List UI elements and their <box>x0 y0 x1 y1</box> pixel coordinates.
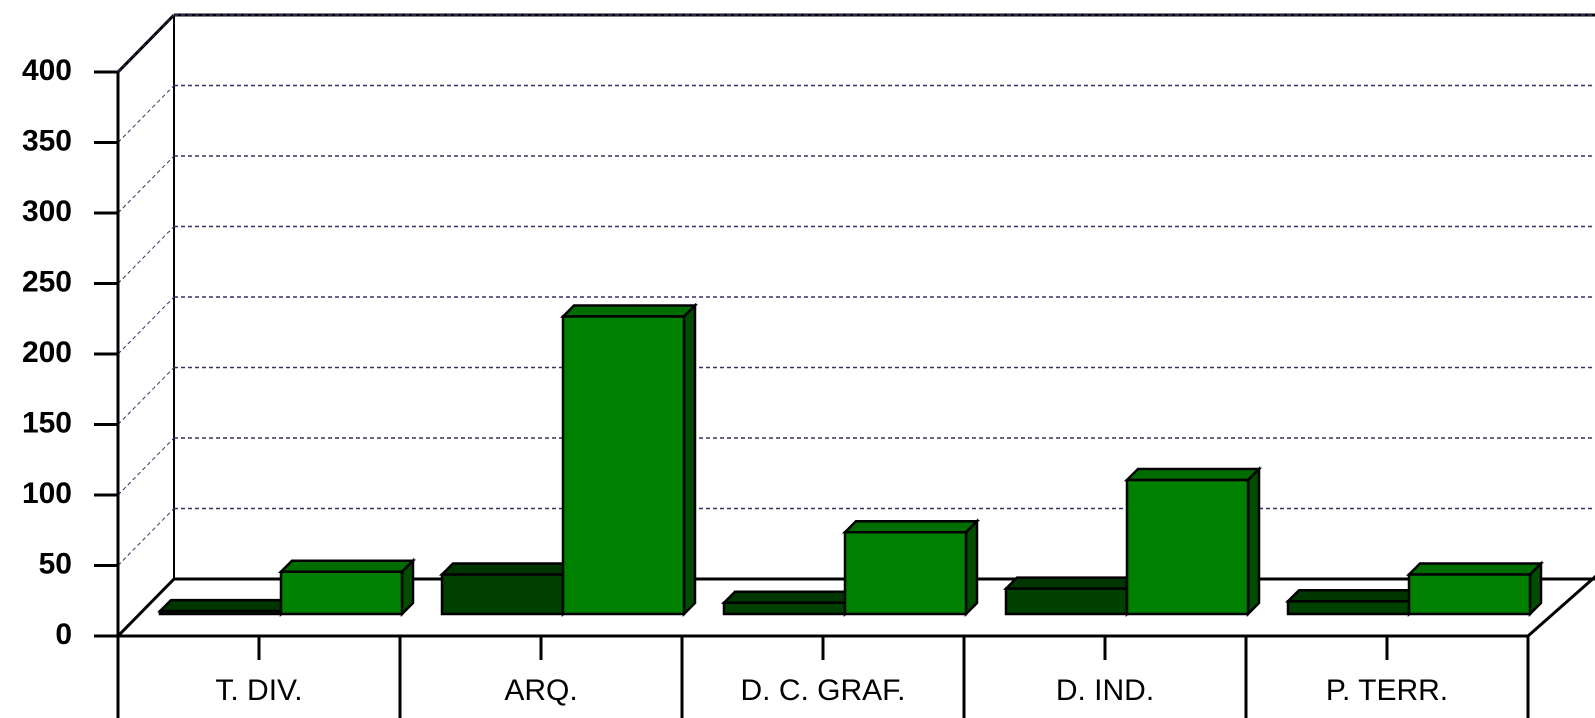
bar-front <box>561 315 686 616</box>
bar <box>1002 574 1142 618</box>
y-tick-label: 150 <box>22 406 72 439</box>
bar-front <box>1125 478 1250 616</box>
bar-side <box>682 302 697 618</box>
bar-front <box>1286 600 1411 616</box>
y-tick-label: 300 <box>22 195 72 228</box>
bar-side <box>400 557 415 618</box>
x-tick-label: T. DIV. <box>215 674 302 707</box>
bar-front <box>440 573 565 616</box>
grid-diagonal <box>117 296 175 355</box>
y-tick-label: 50 <box>39 547 72 580</box>
bar-top <box>156 598 296 613</box>
bar-top <box>1123 467 1263 482</box>
y-tick-label: 250 <box>22 265 72 298</box>
grid-diagonal <box>117 226 175 284</box>
floor-left <box>116 577 176 638</box>
bar-top <box>1002 576 1142 590</box>
bar <box>277 557 417 618</box>
bar <box>720 588 860 618</box>
bar-top <box>438 562 578 576</box>
grid-diagonal <box>117 14 175 73</box>
bar <box>559 302 699 618</box>
bar-top <box>277 559 417 573</box>
x-tick-label: D. IND. <box>1056 674 1154 707</box>
bar-front <box>279 570 404 616</box>
bar-front <box>158 609 283 616</box>
bar-side <box>1246 466 1261 618</box>
y-tick-label: 0 <box>55 618 72 651</box>
bar-top <box>841 519 981 534</box>
bar-front <box>722 601 847 616</box>
x-tick-label: ARQ. <box>504 674 577 707</box>
bar-top <box>720 590 860 604</box>
bar-side <box>964 518 979 618</box>
grid-diagonal <box>117 437 175 496</box>
x-tick-label: D. C. GRAF. <box>740 674 905 707</box>
grid-diagonal <box>117 155 175 214</box>
grid-diagonal <box>117 367 175 425</box>
bar <box>1284 587 1424 618</box>
bar <box>156 597 296 618</box>
bar-top <box>559 304 699 318</box>
bar <box>841 518 981 618</box>
bar <box>1405 560 1545 618</box>
bar-front <box>1407 573 1532 616</box>
bar-top <box>1284 589 1424 603</box>
y-tick-label: 400 <box>22 54 72 87</box>
grid-diagonal <box>117 85 175 143</box>
bar <box>438 560 578 618</box>
floor-right <box>1527 574 1595 638</box>
bar <box>1123 466 1263 618</box>
y-tick-label: 100 <box>22 477 72 510</box>
bar-front <box>1004 587 1129 616</box>
grid-diagonal <box>117 508 175 566</box>
x-tick-label: P. TERR. <box>1326 674 1448 707</box>
y-tick-label: 200 <box>22 336 72 369</box>
bar-front <box>843 530 968 616</box>
bar-top <box>1405 562 1545 576</box>
y-tick-label: 350 <box>22 124 72 157</box>
